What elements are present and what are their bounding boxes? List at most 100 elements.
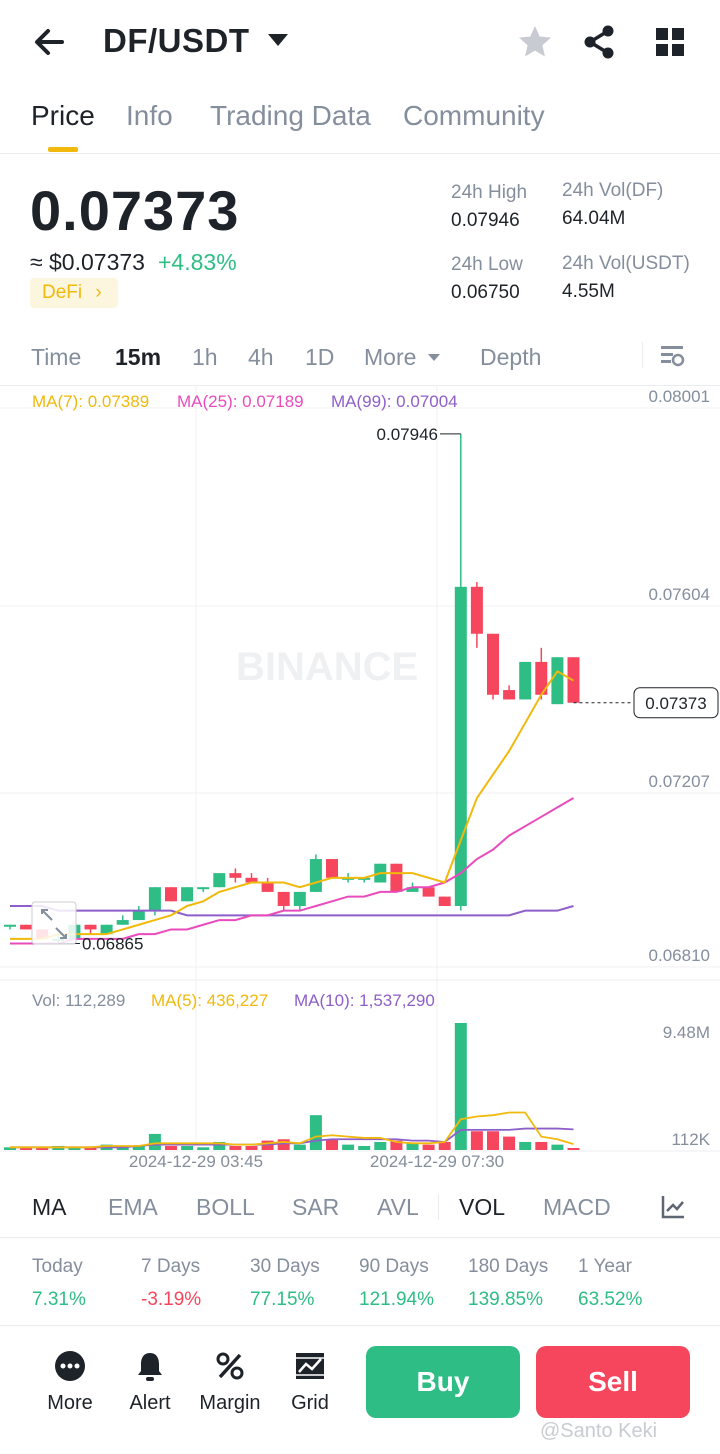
share-icon[interactable] (580, 22, 620, 62)
last-price: 0.07373 (30, 179, 240, 242)
indicator-avl[interactable]: AVL (377, 1194, 419, 1220)
volume-bar (197, 1147, 210, 1150)
candle (535, 661, 548, 695)
volume-bar (519, 1141, 532, 1150)
high-value: 0.07946 (451, 210, 520, 231)
volume-bar (358, 1145, 371, 1150)
interval-15m[interactable]: 15m (115, 344, 162, 370)
volume-bar (116, 1147, 129, 1150)
grid-bot-icon (296, 1353, 324, 1379)
interval-1h[interactable]: 1h (192, 344, 218, 370)
grid-label: Grid (291, 1392, 329, 1414)
candle (181, 887, 194, 902)
tab-trading-data[interactable]: Trading Data (210, 100, 371, 131)
indicator-ema[interactable]: EMA (108, 1194, 158, 1220)
interval-1d[interactable]: 1D (305, 344, 335, 370)
indicator-macd[interactable]: MACD (543, 1194, 611, 1220)
volume-bar (229, 1145, 242, 1150)
volume-bar (293, 1144, 306, 1150)
vol-ma10-legend: MA(10): 1,537,290 (294, 991, 435, 1010)
candle (100, 924, 113, 935)
perf-value: 63.52% (578, 1289, 643, 1310)
volume-bar (326, 1139, 338, 1150)
margin-label: Margin (199, 1392, 261, 1414)
volume-bar (4, 1147, 16, 1150)
price-axis-label: 0.07207 (649, 772, 710, 791)
tab-price[interactable]: Price (31, 100, 95, 131)
time-axis-label: 2024-12-29 03:45 (129, 1152, 263, 1171)
candle (148, 887, 161, 911)
low-label: 24h Low (451, 254, 523, 275)
grid-icon[interactable] (650, 22, 690, 62)
candle (277, 891, 290, 906)
ma25-legend: MA(25): 0.07189 (177, 392, 304, 411)
pair-title[interactable]: DF/USDT (103, 22, 250, 59)
expand-icon (31, 901, 77, 945)
divider (642, 342, 643, 368)
vol-axis-label: 9.48M (663, 1023, 710, 1042)
indicator-vol[interactable]: VOL (459, 1194, 506, 1220)
volume-bar (148, 1133, 161, 1150)
chevron-down-icon[interactable] (268, 34, 288, 46)
volume-bar (551, 1144, 564, 1150)
indicator-sar[interactable]: SAR (292, 1194, 340, 1220)
candle (132, 910, 145, 921)
candle (20, 924, 33, 930)
star-icon[interactable] (515, 22, 555, 62)
ma25-line (10, 797, 575, 945)
low-value: 0.06750 (451, 282, 520, 303)
candle (245, 877, 258, 883)
defi-tag[interactable]: DeFi › (30, 278, 118, 308)
candle (293, 891, 306, 906)
interval-more[interactable]: More (364, 344, 417, 370)
tab-community[interactable]: Community (403, 100, 545, 131)
candle (342, 877, 355, 880)
perf-value: 139.85% (468, 1289, 544, 1310)
perf-label: 180 Days (468, 1256, 549, 1277)
indicator-ma[interactable]: MA (32, 1194, 67, 1220)
interval-time[interactable]: Time (31, 344, 82, 370)
ma7-legend: MA(7): 0.07389 (32, 392, 149, 411)
indicator-settings-icon[interactable] (660, 1194, 686, 1220)
volume-bar (374, 1141, 387, 1150)
volume-bar (503, 1136, 516, 1150)
volume-bar (245, 1145, 258, 1150)
perf-label: 7 Days (141, 1256, 201, 1277)
price-change: +4.83% (158, 249, 237, 275)
vol-quote-value: 4.55M (562, 281, 615, 302)
low-marker-label: 0.06865 (82, 935, 143, 954)
indicator-boll[interactable]: BOLL (196, 1194, 255, 1220)
bell-icon (138, 1353, 162, 1381)
candle (551, 657, 564, 705)
more-label: More (47, 1392, 93, 1414)
sell-button[interactable]: Sell (536, 1346, 690, 1418)
perf-label: 90 Days (359, 1256, 429, 1277)
perf-value: 7.31% (32, 1289, 86, 1310)
volume-bar (309, 1115, 322, 1150)
vol-ma5-legend: MA(5): 436,227 (151, 991, 268, 1010)
volume-bar (567, 1148, 580, 1150)
image-watermark: @Santo Keki (540, 1420, 658, 1442)
interval-depth[interactable]: Depth (480, 344, 542, 370)
back-arrow-icon[interactable] (28, 22, 72, 62)
perf-label: 1 Year (578, 1256, 632, 1277)
candle (309, 859, 322, 892)
divider (438, 1194, 439, 1220)
volume-bar (342, 1144, 355, 1150)
indicator-bar: MA EMA BOLL SAR AVL VOL MACD (0, 1180, 720, 1238)
tab-info[interactable]: Info (126, 100, 173, 131)
percent-icon (216, 1352, 244, 1380)
volume-bar (68, 1147, 81, 1150)
chart-settings-icon[interactable] (658, 342, 686, 370)
candle (197, 887, 210, 890)
volume-bar (422, 1144, 435, 1150)
interval-4h[interactable]: 4h (248, 344, 274, 370)
candle (406, 887, 419, 892)
ma7-line (10, 669, 575, 940)
price-chart[interactable]: BINANCE MA(7): 0.07389 MA(25): 0.07189 MA(9… (0, 386, 720, 1180)
vol-base-value: 64.04M (562, 208, 626, 229)
bottom-action-bar: More Alert Margin Grid Buy Sell (0, 1325, 720, 1454)
candle (358, 877, 371, 880)
candle (438, 896, 451, 906)
buy-button[interactable]: Buy (366, 1346, 520, 1418)
